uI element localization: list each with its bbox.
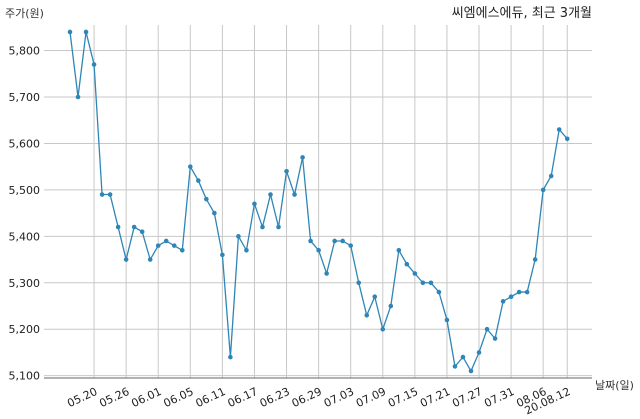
price-point — [540, 187, 546, 193]
price-point — [131, 224, 137, 230]
y-tick-label: 5,300 — [9, 277, 41, 290]
price-point — [388, 303, 394, 309]
price-point — [196, 178, 201, 183]
price-point — [292, 192, 297, 197]
price-point — [308, 238, 313, 244]
x-tick-label: 06.11 — [194, 385, 228, 410]
price-point — [548, 173, 554, 179]
price-point — [532, 257, 538, 262]
price-point — [236, 234, 241, 239]
price-point — [356, 280, 362, 286]
price-points — [67, 29, 570, 374]
price-point — [380, 326, 386, 332]
price-point — [492, 336, 498, 341]
price-point — [155, 243, 161, 248]
x-tick-label: 07.21 — [418, 385, 452, 410]
x-tick-label: 06.05 — [162, 385, 196, 410]
y-tick-label: 5,600 — [9, 137, 41, 150]
price-point — [220, 252, 225, 258]
y-tick-label: 5,400 — [9, 230, 41, 243]
price-point — [324, 271, 329, 276]
y-tick-label: 5,100 — [9, 370, 41, 383]
price-point — [372, 294, 378, 300]
x-tick-label: 06.01 — [129, 385, 163, 410]
price-point — [556, 127, 562, 132]
price-point — [420, 280, 426, 286]
price-point — [204, 196, 209, 202]
price-point — [524, 289, 530, 295]
price-point — [75, 94, 81, 100]
price-point — [179, 247, 185, 253]
x-axis-label: 날짜(일) — [595, 378, 634, 392]
price-point — [188, 164, 193, 169]
price-point — [139, 229, 145, 234]
price-point — [428, 280, 434, 286]
x-tick-label: 05.20 — [65, 385, 99, 410]
price-point — [436, 289, 442, 295]
price-point — [147, 257, 153, 262]
price-point — [107, 192, 113, 197]
x-tick-label: 07.27 — [450, 385, 484, 410]
price-point — [67, 29, 73, 35]
grid — [44, 25, 592, 378]
price-point — [484, 326, 490, 332]
price-point — [91, 62, 97, 67]
price-point — [508, 294, 514, 300]
price-point — [516, 289, 522, 295]
price-point — [212, 210, 217, 216]
price-point — [444, 317, 450, 323]
price-point — [412, 271, 418, 276]
x-tick-label: 20.08.12 — [523, 385, 573, 417]
chart-title: 씨엠에스에듀, 최근 3개월 — [452, 6, 592, 21]
y-tick-labels: 5,100 5,200 5,300 5,400 5,500 5,600 5,700 5,800 — [9, 45, 41, 383]
x-tick-label: 05.26 — [97, 385, 131, 410]
price-point — [276, 224, 281, 230]
x-tick-label: 06.17 — [226, 385, 260, 410]
y-tick-label: 5,500 — [9, 184, 41, 197]
x-tick-label: 07.15 — [386, 385, 420, 410]
price-point — [300, 155, 305, 160]
price-point — [99, 192, 105, 197]
price-point — [115, 224, 121, 230]
price-point — [364, 313, 370, 318]
x-tick-label: 07.03 — [322, 385, 356, 410]
price-point — [83, 29, 89, 35]
price-point — [268, 192, 273, 197]
price-point — [348, 243, 354, 248]
price-point — [476, 350, 482, 355]
price-point — [396, 247, 402, 253]
price-point — [228, 354, 233, 360]
price-point — [564, 136, 570, 142]
price-point — [468, 368, 474, 374]
x-tick-label: 07.09 — [354, 385, 388, 410]
price-point — [316, 247, 321, 253]
price-point — [460, 354, 466, 360]
x-tick-label: 07.31 — [482, 385, 516, 410]
y-axis-label: 주가(원) — [5, 7, 44, 20]
x-tick-label: 06.29 — [290, 385, 324, 410]
x-tick-label: 06.23 — [258, 385, 292, 410]
y-tick-label: 5,200 — [9, 323, 41, 336]
price-point — [332, 238, 337, 244]
price-point — [244, 247, 249, 253]
price-point — [404, 261, 410, 267]
y-tick-label: 5,700 — [9, 91, 41, 104]
x-tick-labels: 05.2005.2606.0106.0506.1106.1706.2306.29… — [65, 385, 572, 417]
price-point — [500, 299, 506, 304]
price-point — [252, 201, 257, 207]
price-point — [163, 238, 169, 244]
price-point — [284, 169, 289, 174]
price-point — [340, 238, 345, 244]
price-point — [171, 243, 177, 248]
y-tick-label: 5,800 — [9, 45, 41, 58]
price-point — [123, 257, 129, 262]
price-point — [260, 224, 265, 230]
price-point — [452, 364, 458, 369]
